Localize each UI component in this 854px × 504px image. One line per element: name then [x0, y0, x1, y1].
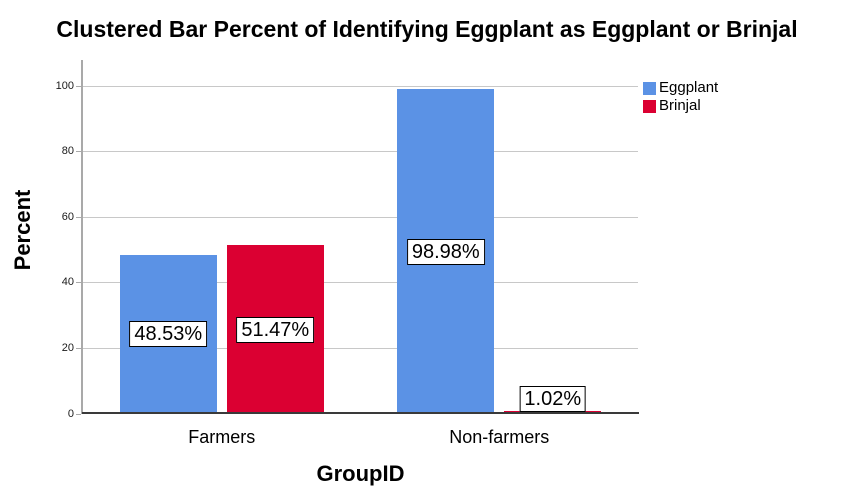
y-tick-label-60: 60: [61, 210, 74, 223]
y-tick-label-100: 100: [55, 79, 74, 92]
legend-swatch-eggplant: [643, 81, 656, 95]
x-axis-line: [82, 412, 639, 414]
y-tick-mark-60: [76, 216, 81, 218]
y-tick-mark-80: [76, 151, 81, 153]
legend-swatch-brinjal: [643, 99, 656, 113]
y-tick-mark-20: [76, 347, 81, 349]
legend-label-brinjal: Brinjal: [659, 97, 701, 114]
legend-item-eggplant: Eggplant: [643, 79, 719, 96]
y-axis-title: Percent: [10, 189, 35, 271]
y-tick-label-0: 0: [67, 407, 74, 420]
legend-item-brinjal: Brinjal: [643, 97, 718, 114]
legend-label-eggplant: Eggplant: [659, 79, 719, 96]
bar-value-label-brinjal-non-farmers: 1.02%: [519, 385, 587, 412]
bar-value-label-brinjal-farmers: 51.47%: [236, 316, 315, 343]
y-tick-label-80: 80: [61, 145, 74, 158]
gridline-100: [83, 85, 638, 87]
gridline-40: [83, 282, 638, 284]
bar-value-label-eggplant-farmers: 48.53%: [129, 321, 208, 348]
plot-area: 48.53% 51.47% 98.98% 1.02%: [83, 60, 638, 414]
y-tick-label-20: 20: [61, 341, 74, 354]
x-tick-label-non-farmers: Non-farmers: [449, 427, 550, 447]
x-axis-title: GroupID: [316, 461, 405, 486]
bar-value-label-eggplant-non-farmers: 98.98%: [406, 238, 485, 265]
chart-title: Clustered Bar Percent of Identifying Egg…: [56, 16, 798, 42]
y-tick-label-40: 40: [61, 276, 74, 289]
y-tick-mark-100: [76, 85, 81, 87]
legend: Eggplant Brinjal: [643, 79, 719, 117]
gridline-20: [83, 347, 638, 349]
y-tick-mark-40: [76, 282, 81, 284]
gridline-60: [83, 216, 638, 218]
x-tick-label-farmers: Farmers: [188, 427, 256, 447]
y-tick-mark-0: [76, 413, 81, 415]
gridline-80: [83, 151, 638, 153]
y-axis-line: [81, 60, 83, 414]
